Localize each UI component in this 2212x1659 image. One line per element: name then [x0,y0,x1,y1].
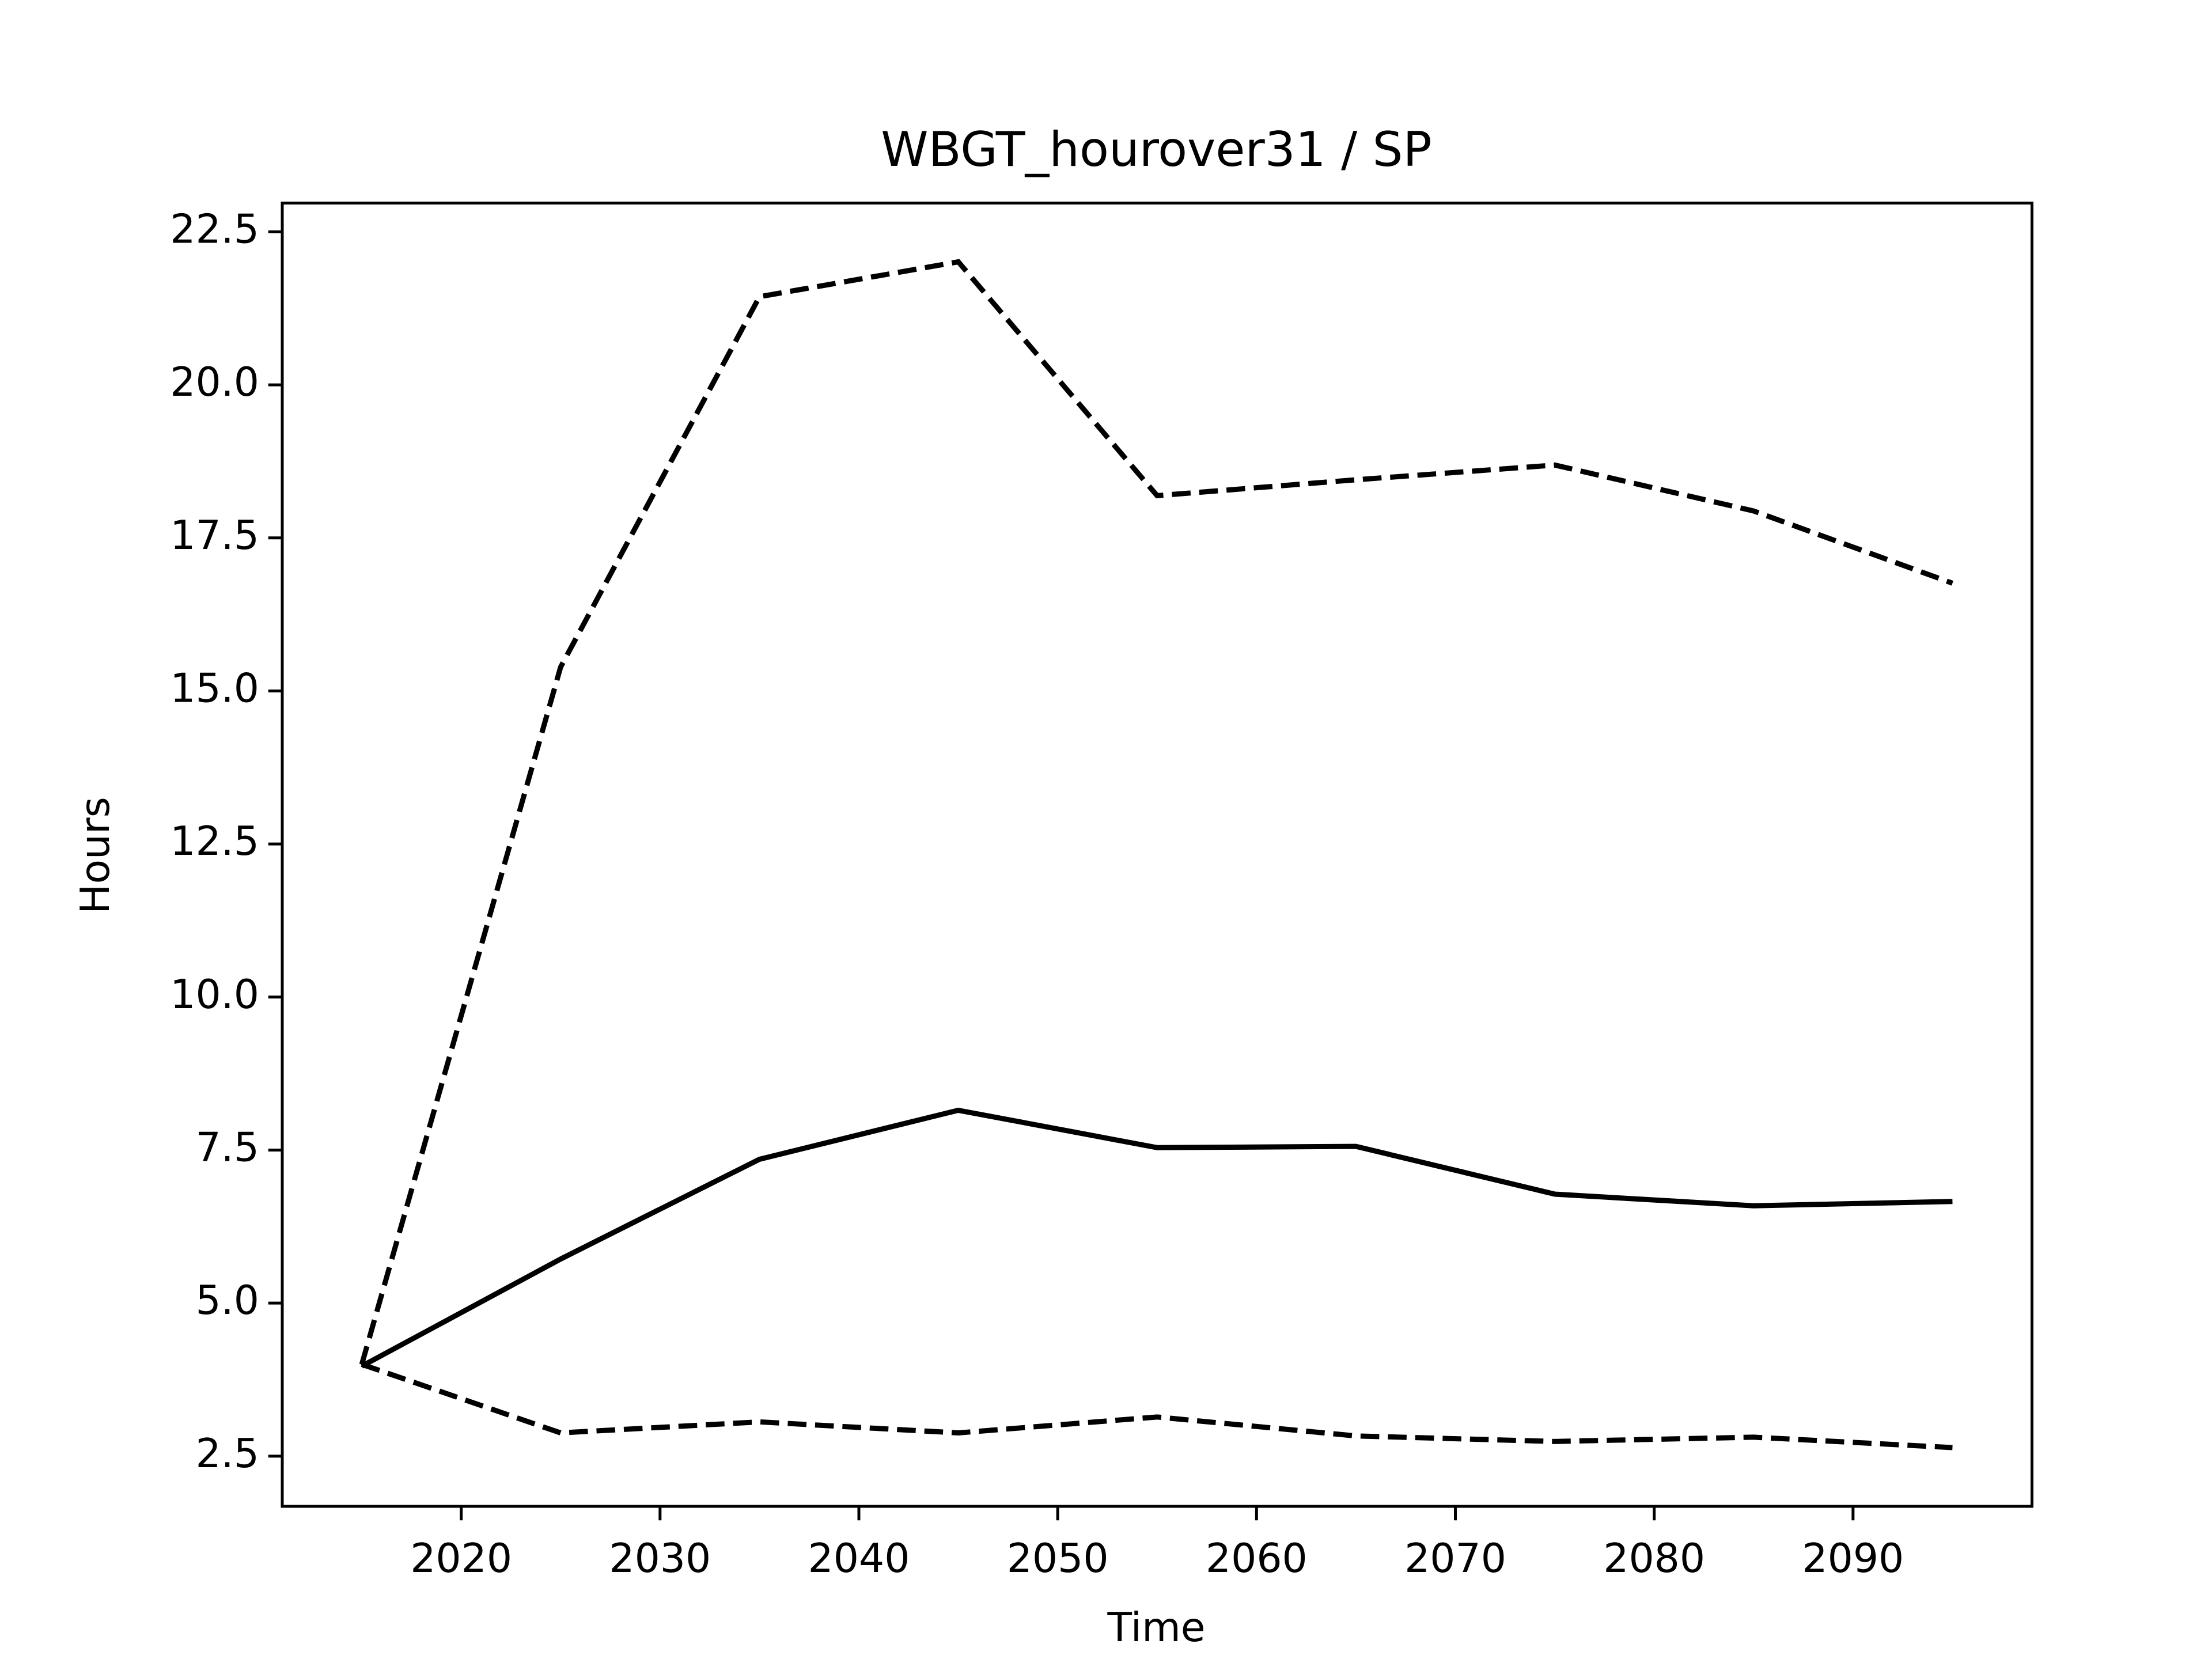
y-tick-label: 22.5 [170,206,259,252]
data-line [361,1362,1953,1450]
x-tick-label: 2090 [1802,1535,1904,1582]
x-tick-label: 2040 [808,1535,910,1582]
x-tick-label: 2070 [1404,1535,1506,1582]
y-axis-label: Hours [72,797,119,914]
x-tick-label: 2050 [1007,1535,1109,1582]
data-line [360,1107,1953,1369]
x-axis-label: Time [1107,1604,1205,1651]
y-tick-label: 17.5 [170,512,259,559]
x-tick-label: 2020 [410,1535,512,1582]
plot-frame [281,202,2033,1508]
chart-title: WBGT_hourover31 / SP [881,122,1431,177]
y-tick-label: 20.0 [170,359,259,406]
y-tick-label: 12.5 [170,818,259,865]
data-line [359,259,1953,1365]
y-tick-label: 2.5 [195,1430,259,1477]
x-tick-label: 2060 [1206,1535,1308,1582]
x-tick-label: 2080 [1603,1535,1705,1582]
y-tick-label: 7.5 [195,1124,259,1171]
y-tick-label: 5.0 [195,1277,259,1324]
x-tick-label: 2030 [609,1535,711,1582]
y-tick-label: 15.0 [170,665,259,712]
y-tick-label: 10.0 [170,971,259,1018]
